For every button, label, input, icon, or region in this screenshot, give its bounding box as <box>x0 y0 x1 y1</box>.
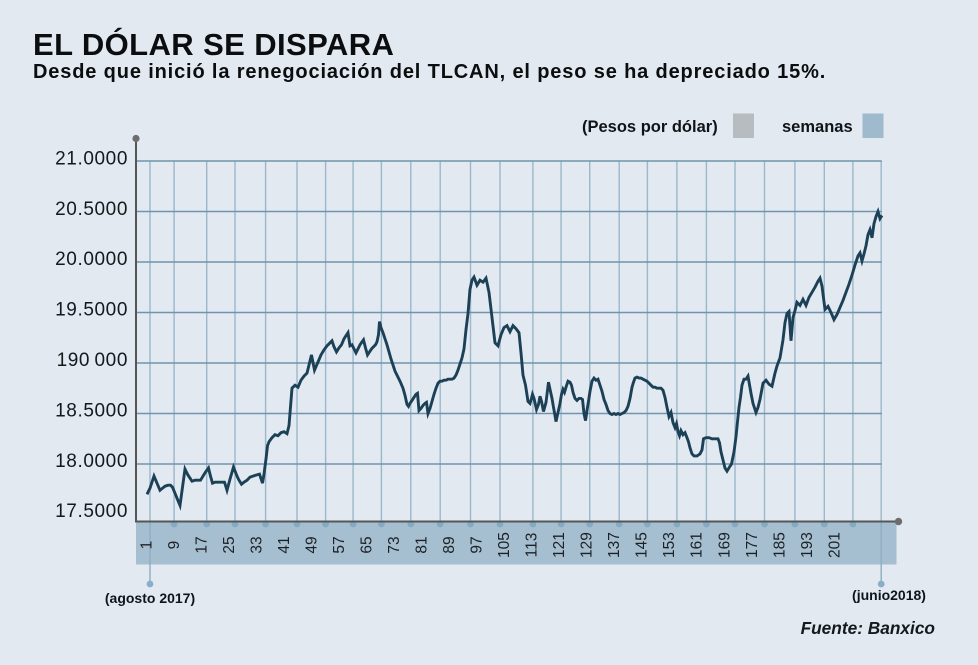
svg-text:81: 81 <box>414 536 431 553</box>
svg-text:9: 9 <box>166 541 183 550</box>
svg-text:161: 161 <box>689 532 706 558</box>
svg-text:137: 137 <box>606 532 623 558</box>
svg-text:1: 1 <box>139 541 156 550</box>
svg-text:25: 25 <box>221 536 238 553</box>
svg-text:145: 145 <box>634 532 651 558</box>
svg-text:17.5000: 17.5000 <box>55 501 128 522</box>
svg-text:201: 201 <box>826 532 843 558</box>
svg-text:57: 57 <box>331 536 348 553</box>
svg-text:20.5000: 20.5000 <box>55 199 128 220</box>
svg-text:97: 97 <box>469 536 486 553</box>
svg-text:33: 33 <box>249 536 266 553</box>
svg-text:185: 185 <box>771 532 788 558</box>
svg-text:105: 105 <box>496 532 513 558</box>
svg-text:73: 73 <box>386 536 403 553</box>
svg-text:121: 121 <box>551 532 568 558</box>
svg-text:semanas: semanas <box>782 118 853 136</box>
svg-text:113: 113 <box>524 533 541 558</box>
svg-text:17: 17 <box>194 536 211 553</box>
svg-text:19.5000: 19.5000 <box>55 300 128 321</box>
svg-text:18.5000: 18.5000 <box>55 400 128 421</box>
svg-text:49: 49 <box>304 536 321 553</box>
svg-text:153: 153 <box>661 532 678 558</box>
svg-text:65: 65 <box>359 536 376 553</box>
svg-text:18.0000: 18.0000 <box>55 451 128 472</box>
svg-text:(agosto 2017): (agosto 2017) <box>105 590 195 606</box>
svg-text:41: 41 <box>276 536 293 553</box>
svg-text:177: 177 <box>744 532 761 558</box>
svg-text:129: 129 <box>579 532 596 558</box>
svg-text:(Pesos por dólar): (Pesos por dólar) <box>582 118 718 136</box>
svg-text:(junio2018): (junio2018) <box>852 587 926 603</box>
svg-text:21.0000: 21.0000 <box>55 148 128 169</box>
svg-text:89: 89 <box>441 536 458 553</box>
svg-text:190 000: 190 000 <box>57 350 128 371</box>
svg-text:169: 169 <box>716 532 733 558</box>
svg-text:20.0000: 20.0000 <box>55 249 128 270</box>
svg-text:Fuente: Banxico: Fuente: Banxico <box>801 618 935 638</box>
svg-text:193: 193 <box>799 532 816 558</box>
